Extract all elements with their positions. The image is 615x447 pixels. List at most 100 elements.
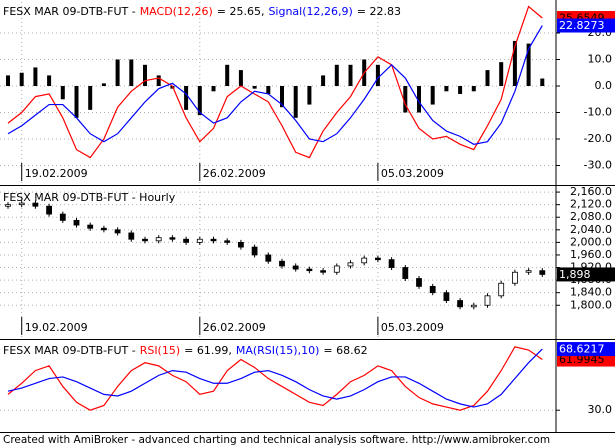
series-line bbox=[7, 346, 543, 411]
title-text: FESX MAR 09-DTB-FUT - bbox=[3, 344, 136, 357]
histogram-bar bbox=[280, 86, 284, 108]
candle-body bbox=[416, 278, 422, 287]
candle-body bbox=[443, 292, 450, 301]
x-tick-label: 26.02.2009 bbox=[203, 321, 266, 334]
histogram-bar bbox=[74, 86, 79, 118]
pane-title: FESX MAR 09-DTB-FUT - MACD(12,26) = 25.65,… bbox=[3, 5, 401, 18]
candle-body bbox=[5, 204, 11, 207]
histogram-bar bbox=[60, 86, 65, 100]
x-tick-label: 05.03.2009 bbox=[381, 167, 444, 180]
y-tick-label: -10.0 bbox=[584, 106, 612, 119]
histogram-bar bbox=[88, 86, 93, 110]
legend-name: RSI(15) bbox=[140, 344, 180, 357]
legend-value: = 22.83 bbox=[357, 5, 401, 18]
legend-value: = 61.99, bbox=[184, 344, 232, 357]
candle-body bbox=[539, 270, 546, 275]
last-value-box bbox=[557, 267, 615, 282]
histogram-bar bbox=[156, 75, 161, 87]
histogram-bar bbox=[19, 72, 24, 87]
histogram-bar bbox=[348, 64, 353, 87]
candle-body bbox=[59, 213, 66, 221]
y-tick-label: 0.0 bbox=[595, 79, 613, 92]
y-tick-label: -30.0 bbox=[584, 159, 612, 172]
candle-body bbox=[498, 282, 505, 297]
legend-name: Signal(12,26,9) bbox=[268, 5, 352, 18]
title-text: FESX MAR 09-DTB-FUT - bbox=[3, 5, 136, 18]
footer: Created with AmiBroker - advanced charti… bbox=[3, 434, 550, 446]
candle-body bbox=[101, 227, 107, 231]
last-value-label: 61.9945 bbox=[559, 353, 605, 366]
histogram-bar bbox=[115, 59, 120, 87]
candle-body bbox=[361, 257, 368, 264]
series-line bbox=[7, 25, 543, 145]
title-text: FESX MAR 09-DTB-FUT - Hourly bbox=[3, 191, 176, 204]
candle-body bbox=[265, 254, 272, 262]
candle-body bbox=[306, 268, 313, 272]
legend-name: MA(RSI(15),10) bbox=[236, 344, 320, 357]
x-tick-label: 19.02.2009 bbox=[25, 167, 88, 180]
last-value-box bbox=[557, 342, 615, 357]
histogram-bar bbox=[375, 64, 380, 87]
histogram-bar bbox=[129, 59, 134, 87]
candle-body bbox=[251, 246, 258, 256]
histogram-bar bbox=[334, 64, 339, 87]
histogram-bar bbox=[458, 86, 463, 94]
last-value-label: 22.8273 bbox=[559, 19, 605, 32]
candle-body bbox=[347, 262, 354, 267]
histogram-bar bbox=[6, 75, 10, 87]
y-tick-label: 1,840.0 bbox=[570, 286, 612, 299]
histogram-bar bbox=[499, 62, 504, 87]
x-tick-label: 05.03.2009 bbox=[381, 321, 444, 334]
histogram-bar bbox=[33, 67, 38, 87]
last-value-label: 68.6217 bbox=[559, 343, 605, 356]
candle-body bbox=[525, 270, 532, 273]
candle-body bbox=[402, 267, 409, 279]
candle-body bbox=[73, 219, 80, 226]
histogram-bar bbox=[143, 64, 147, 87]
candle-body bbox=[279, 260, 285, 267]
candle-body bbox=[429, 285, 436, 294]
y-tick-label: 1,800.0 bbox=[570, 298, 612, 311]
histogram-bar bbox=[485, 70, 490, 87]
candle-body bbox=[32, 202, 39, 207]
histogram-bar bbox=[252, 86, 257, 89]
y-tick-label: 2,120.0 bbox=[570, 198, 612, 211]
candle-body bbox=[292, 265, 299, 270]
histogram-bar bbox=[293, 86, 298, 118]
histogram-bar bbox=[540, 78, 545, 87]
y-tick-label: 1,960.0 bbox=[570, 248, 612, 261]
candle-body bbox=[388, 259, 395, 268]
candle-body bbox=[155, 237, 162, 242]
y-tick-label: -20.0 bbox=[584, 132, 612, 145]
series-line bbox=[7, 5, 543, 159]
histogram-bar bbox=[417, 86, 421, 113]
histogram-bar bbox=[197, 86, 202, 116]
candle-body bbox=[142, 238, 148, 242]
histogram-bar bbox=[307, 86, 312, 105]
candle-body bbox=[457, 300, 464, 308]
y-tick-label: 2,040.0 bbox=[570, 223, 612, 236]
histogram-bar bbox=[266, 86, 271, 94]
candle-body bbox=[128, 232, 135, 240]
legend-name: MACD(12,26) bbox=[140, 5, 213, 18]
candle-body bbox=[210, 238, 217, 242]
y-tick-label: 10.0 bbox=[588, 53, 613, 66]
histogram-bar bbox=[444, 86, 449, 92]
histogram-bar bbox=[238, 70, 243, 87]
series-line bbox=[7, 348, 543, 408]
candle-body bbox=[512, 271, 518, 284]
histogram-bar bbox=[184, 86, 189, 110]
candle-body bbox=[224, 240, 231, 243]
last-value-label: 1,898 bbox=[559, 268, 591, 281]
x-tick-label: 19.02.2009 bbox=[25, 321, 88, 334]
candle-body bbox=[18, 202, 25, 206]
candle-body bbox=[196, 238, 203, 243]
x-tick-label: 26.02.2009 bbox=[203, 167, 266, 180]
candle-body bbox=[169, 237, 176, 240]
candle-body bbox=[87, 224, 94, 229]
candle-body bbox=[114, 229, 121, 234]
pane-title: FESX MAR 09-DTB-FUT - RSI(15) = 61.99, MA(R… bbox=[3, 344, 368, 357]
pane-title: FESX MAR 09-DTB-FUT - Hourly bbox=[3, 191, 176, 204]
